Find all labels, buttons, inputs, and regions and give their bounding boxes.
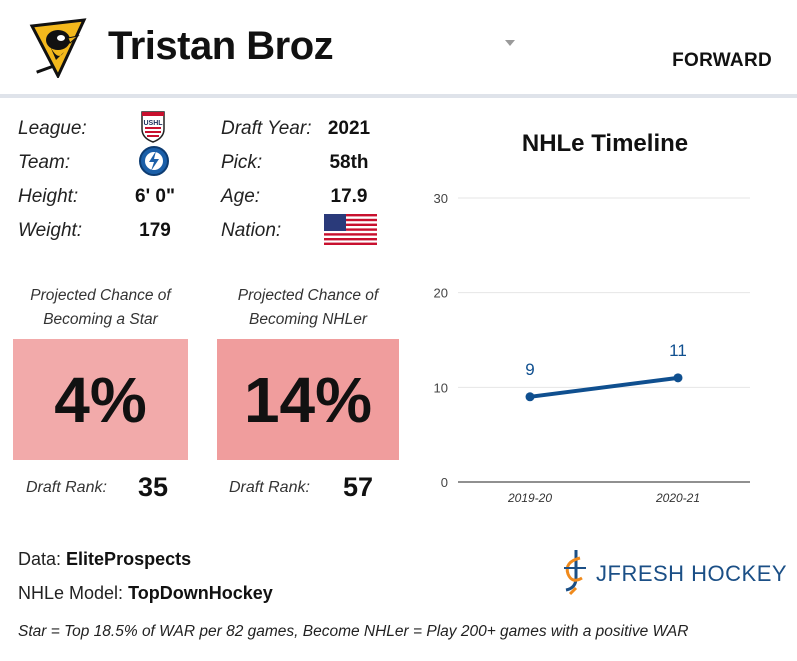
nhle-model-label: NHLe Model:: [18, 583, 124, 603]
nation-label: Nation:: [221, 220, 282, 241]
chart-title: NHLe Timeline: [521, 130, 689, 157]
brand-name: JFRESH HOCKEY: [596, 561, 788, 586]
weight-value: 179: [139, 220, 171, 241]
nhler-chance-caption: Projected Chance of Becoming NHLer: [217, 284, 399, 332]
data-source-value: EliteProspects: [66, 549, 192, 569]
team-label: Team:: [18, 152, 71, 173]
pick-value: 58th: [329, 152, 369, 173]
data-label: 11: [669, 341, 687, 360]
ushl-logo-icon: USHL: [140, 111, 166, 143]
star-chance-percent: 4%: [13, 339, 188, 460]
nhle-model: NHLe Model: TopDownHockey: [18, 583, 273, 604]
data-source-label: Data:: [18, 549, 62, 569]
age-label: Age:: [221, 186, 261, 207]
x-tick-label: 2020-21: [655, 491, 700, 505]
height-label: Height:: [18, 186, 79, 207]
draft-year-value: 2021: [327, 118, 371, 139]
draft-rank-label: Draft Rank:: [26, 479, 107, 496]
svg-text:USHL: USHL: [143, 120, 163, 127]
caption-line: Becoming NHLer: [248, 311, 368, 328]
player-name: Tristan Broz: [108, 24, 334, 68]
chevron-down-icon[interactable]: [505, 40, 515, 46]
team-logo-icon: [28, 16, 88, 80]
height-value: 6' 0": [135, 186, 175, 207]
caption-line: Projected Chance of: [237, 287, 379, 304]
data-point: [673, 373, 683, 383]
data-source: Data: EliteProspects: [18, 549, 191, 570]
draft-rank-value: 57: [343, 472, 374, 502]
header-divider: [0, 94, 797, 98]
caption-line: Becoming a Star: [43, 311, 158, 328]
nhler-chance-percent: 14%: [217, 339, 399, 460]
footnote: Star = Top 18.5% of WAR per 82 games, Be…: [18, 623, 689, 640]
lightning-logo-icon: [138, 145, 170, 177]
y-tick-label: 0: [441, 475, 448, 490]
jfresh-logo-icon: [558, 548, 590, 598]
league-label: League:: [18, 118, 87, 139]
data-point: [525, 392, 535, 402]
nhle-timeline-chart: 0 10 20 30 2019-20 2020-21 9 11: [434, 191, 750, 505]
data-label: 9: [525, 360, 534, 379]
age-value: 17.9: [330, 186, 368, 207]
x-tick-label: 2019-20: [507, 491, 552, 505]
series-line: [528, 375, 680, 399]
draft-year-label: Draft Year:: [221, 118, 312, 139]
position-label: FORWARD: [672, 50, 772, 71]
star-chance-caption: Projected Chance of Becoming a Star: [13, 284, 188, 332]
y-tick-label: 30: [434, 191, 448, 206]
caption-line: Projected Chance of: [30, 287, 171, 304]
draft-rank-label: Draft Rank:: [229, 479, 310, 496]
weight-label: Weight:: [18, 220, 83, 241]
draft-rank-value: 35: [138, 472, 169, 502]
y-tick-label: 20: [434, 286, 448, 301]
pick-label: Pick:: [221, 152, 263, 173]
usa-flag-icon: [324, 214, 377, 245]
nhle-model-value: TopDownHockey: [128, 583, 273, 603]
y-tick-label: 10: [434, 380, 448, 395]
